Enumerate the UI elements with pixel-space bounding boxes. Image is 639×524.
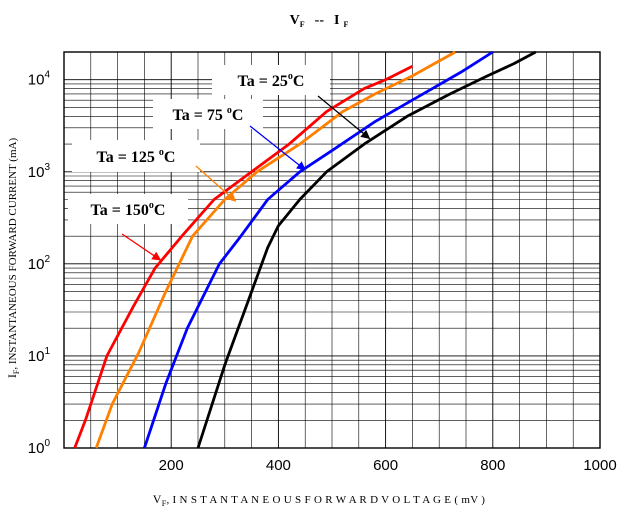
y-axis-label-main: I xyxy=(5,374,19,378)
chart-title-v-sub: F xyxy=(300,20,305,29)
chart-title-i-sub: F xyxy=(343,20,348,29)
y-tick-mantissa: 10 xyxy=(28,348,45,365)
chart-title-i: I xyxy=(334,13,339,28)
callout-label-degree: o xyxy=(159,147,164,158)
series-line xyxy=(94,50,456,449)
y-axis-label: IF, INSTANTANEOUS FORWARD CURRENT (mA) xyxy=(5,138,21,379)
callout-label-degree: o xyxy=(149,200,154,211)
y-tick-label: 104 xyxy=(28,70,51,89)
callout-label-unit: C xyxy=(232,107,244,124)
chart-title: VF -- I F xyxy=(290,13,349,29)
y-tick-label: 103 xyxy=(28,162,51,181)
callout-box xyxy=(68,194,188,224)
chart-title-v: V xyxy=(290,13,300,28)
y-tick-label: 100 xyxy=(28,438,51,457)
callout-label: Ta = 75 oC xyxy=(173,105,244,124)
series-line xyxy=(143,50,494,449)
x-tick-label: 800 xyxy=(480,457,505,474)
callout-box xyxy=(212,65,330,95)
x-axis-label-main: V xyxy=(153,492,162,506)
callout-label-main: Ta = 25 xyxy=(238,73,288,90)
callout-label-degree: o xyxy=(288,71,293,82)
y-tick-exponent: 4 xyxy=(44,70,50,81)
callout-label-main: Ta = 75 xyxy=(173,107,227,124)
callout-arrow xyxy=(121,233,162,261)
y-tick-exponent: 3 xyxy=(44,162,50,173)
y-axis-label-sub: F xyxy=(12,369,21,374)
y-tick-exponent: 2 xyxy=(44,254,50,265)
y-axis-label-rest: , INSTANTANEOUS FORWARD CURRENT (mA) xyxy=(7,138,19,370)
callout-label-unit: C xyxy=(154,202,166,219)
callout-box xyxy=(72,140,200,172)
y-tick-label: 102 xyxy=(28,254,51,273)
x-axis-label-sub: F xyxy=(162,499,167,508)
callout-label-main: Ta = 150 xyxy=(91,202,149,219)
grid xyxy=(63,51,601,449)
callout-label-unit: C xyxy=(293,73,305,90)
callout-arrow xyxy=(195,165,237,202)
callout-label-main: Ta = 125 xyxy=(97,149,159,166)
y-tick-label: 101 xyxy=(28,346,51,365)
y-tick-exponent: 0 xyxy=(44,438,50,449)
callout-label-degree: o xyxy=(227,105,232,116)
callout-label: Ta = 125 oC xyxy=(97,147,176,166)
series-line xyxy=(73,65,414,449)
x-tick-label: 200 xyxy=(159,457,184,474)
callout-arrow xyxy=(249,125,306,171)
y-tick-mantissa: 10 xyxy=(28,256,45,273)
y-tick-exponent: 1 xyxy=(44,346,50,357)
callout-arrow xyxy=(317,95,371,140)
callout-label: Ta = 150oC xyxy=(91,200,166,219)
x-tick-label: 400 xyxy=(266,457,291,474)
y-tick-mantissa: 10 xyxy=(28,72,45,89)
y-tick-mantissa: 10 xyxy=(28,164,45,181)
chart-title-sep: -- xyxy=(315,13,325,28)
callout-label-unit: C xyxy=(164,149,176,166)
callout-box xyxy=(153,99,263,129)
series-layer xyxy=(73,50,537,449)
x-tick-label: 600 xyxy=(373,457,398,474)
x-axis-label-rest: , I N S T A N T A N E O U S F O R W A R … xyxy=(166,494,485,506)
x-axis-label: VF, I N S T A N T A N E O U S F O R W A … xyxy=(153,492,486,508)
callout-label: Ta = 25oC xyxy=(238,71,305,90)
series-line xyxy=(196,50,537,449)
y-tick-mantissa: 10 xyxy=(28,440,45,457)
x-tick-label: 1000 xyxy=(583,457,616,474)
